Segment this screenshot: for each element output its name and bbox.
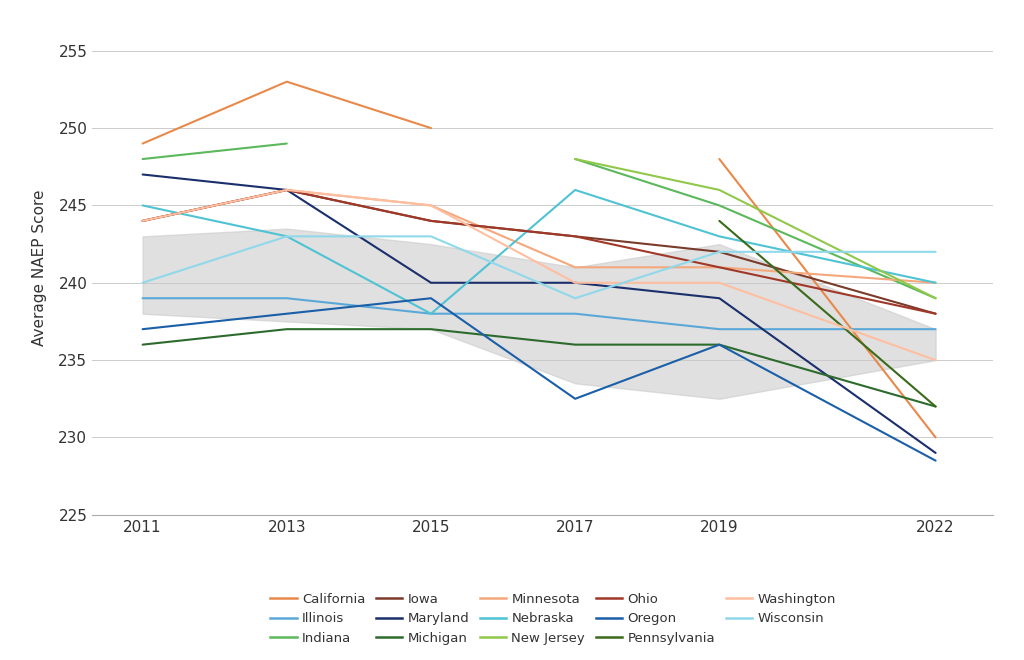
Y-axis label: Average NAEP Score: Average NAEP Score [32, 189, 47, 346]
Legend: California, Illinois, Indiana, Iowa, Maryland, Michigan, Minnesota, Nebraska, Ne: California, Illinois, Indiana, Iowa, Mar… [265, 587, 841, 650]
